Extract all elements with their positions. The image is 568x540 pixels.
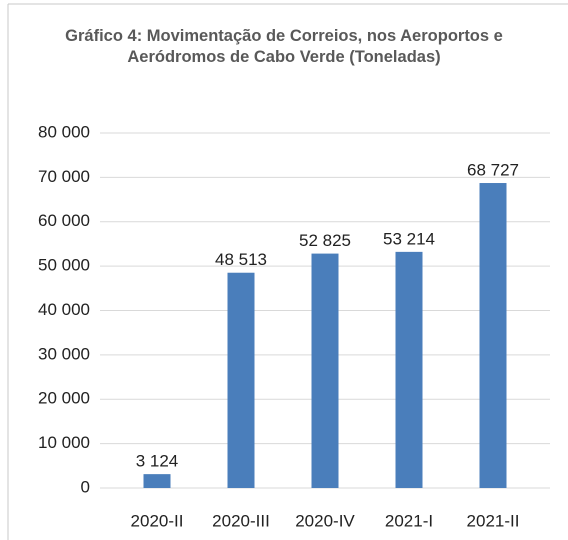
bar <box>227 272 255 488</box>
bar <box>395 251 423 488</box>
x-tick-label: 2020-III <box>212 511 270 530</box>
value-label: 48 513 <box>215 250 267 269</box>
y-tick-label: 30 000 <box>38 344 90 363</box>
x-tick-label: 2020-IV <box>295 511 355 530</box>
y-tick-label: 20 000 <box>38 389 90 408</box>
y-tick-label: 60 000 <box>38 211 90 230</box>
chart-title: Gráfico 4: Movimentação de Correios, nos… <box>65 27 503 66</box>
bar <box>479 183 507 489</box>
y-tick-label: 10 000 <box>38 433 90 452</box>
x-tick-label: 2021-I <box>385 511 433 530</box>
value-label: 3 124 <box>136 452 179 471</box>
value-label: 53 214 <box>383 229 435 248</box>
value-label: 68 727 <box>467 161 519 180</box>
y-tick-label: 0 <box>81 477 90 496</box>
x-tick-label: 2021-II <box>467 511 520 530</box>
y-tick-label: 70 000 <box>38 167 90 186</box>
bar <box>143 474 171 488</box>
value-label: 52 825 <box>299 231 351 250</box>
y-tick-label: 40 000 <box>38 300 90 319</box>
y-tick-label: 50 000 <box>38 256 90 275</box>
bar <box>311 253 339 488</box>
x-tick-label: 2020-II <box>131 511 184 530</box>
y-tick-label: 80 000 <box>38 122 90 141</box>
